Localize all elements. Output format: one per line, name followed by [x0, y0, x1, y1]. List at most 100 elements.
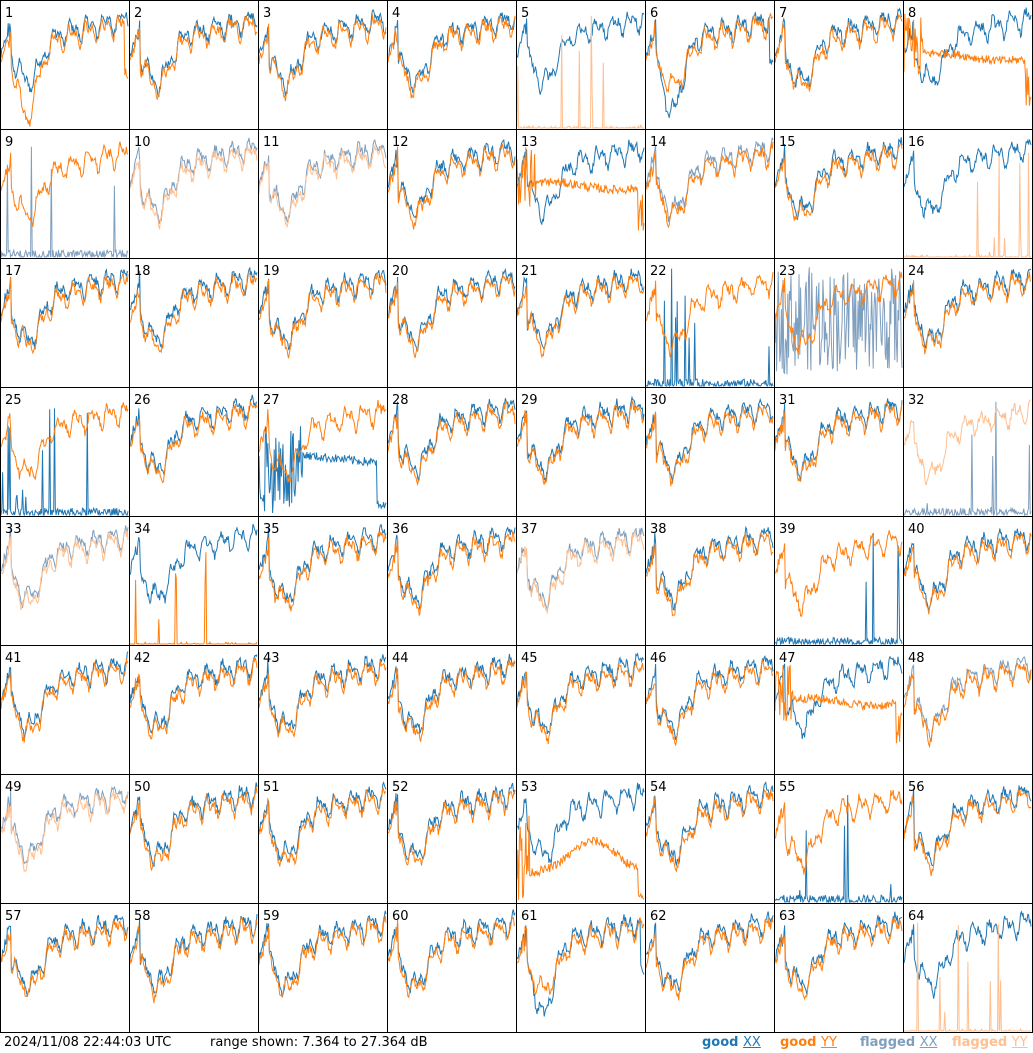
xx-series: [516, 395, 645, 483]
yy-series: [645, 271, 774, 358]
xx-series: [387, 526, 516, 612]
panel-37: 37: [516, 516, 646, 646]
legend-pol: XX: [743, 1035, 761, 1050]
panel-62: 62: [645, 903, 775, 1033]
panel-50: 50: [129, 774, 259, 904]
xx-series: [0, 268, 129, 348]
panel-52: 52: [387, 774, 517, 904]
xx-series: [516, 11, 645, 95]
panel-22: 22: [645, 258, 775, 388]
xx-series: [387, 12, 516, 94]
panel-label: 14: [650, 135, 667, 150]
panel-11: 11: [258, 129, 388, 259]
panel-label: 34: [134, 522, 151, 537]
panel-59: 59: [258, 903, 388, 1033]
xx-series: [774, 532, 903, 646]
yy-series: [387, 531, 516, 617]
panel-label: 25: [5, 393, 22, 408]
panel-label: 7: [779, 6, 787, 21]
legend-flagged-yy: flagged YY: [952, 1033, 1028, 1053]
yy-series: [129, 916, 258, 1004]
panel-label: 31: [779, 393, 796, 408]
panel-label: 16: [908, 135, 925, 150]
panel-label: 33: [5, 522, 22, 537]
panel-26: 26: [129, 387, 259, 517]
panel-27: 27: [258, 387, 388, 517]
panel-34: 34: [129, 516, 259, 646]
timestamp: 2024/11/08 22:44:03 UTC: [4, 1035, 172, 1050]
yy-series: [129, 786, 258, 872]
legend-word: flagged: [860, 1035, 916, 1050]
yy-series: [903, 789, 1032, 876]
panel-44: 44: [387, 645, 517, 775]
panel-label: 12: [392, 135, 409, 150]
yy-series: [516, 15, 644, 130]
panel-16: 16: [903, 129, 1033, 259]
panel-label: 41: [5, 651, 22, 666]
panel-30: 30: [645, 387, 775, 517]
yy-series: [904, 152, 1031, 259]
yy-series: [516, 275, 645, 359]
xx-series: [387, 653, 516, 734]
panel-label: 61: [521, 909, 538, 924]
yy-series: [903, 532, 1032, 615]
panel-label: 58: [134, 909, 151, 924]
panel-label: 19: [263, 264, 280, 279]
panel-58: 58: [129, 903, 259, 1033]
panel-61: 61: [516, 903, 646, 1033]
yy-series: [774, 664, 903, 744]
yy-series: [774, 789, 903, 875]
panel-label: 26: [134, 393, 151, 408]
yy-series: [774, 530, 903, 618]
panel-label: 32: [908, 393, 925, 408]
yy-series: [387, 142, 516, 230]
panel-57: 57: [0, 903, 130, 1033]
xx-series: [903, 7, 1032, 86]
panel-40: 40: [903, 516, 1033, 646]
xx-series: [645, 12, 774, 118]
panel-label: 57: [5, 909, 22, 924]
panel-label: 10: [134, 135, 151, 150]
legend-good-xx: good XX: [702, 1033, 761, 1053]
xx-series: [129, 266, 258, 349]
xx-series: [129, 11, 258, 98]
panel-label: 17: [5, 264, 22, 279]
xx-series: [387, 268, 516, 353]
xx-series: [0, 146, 129, 259]
panel-4: 4: [387, 0, 517, 130]
yy-series: [516, 147, 645, 231]
panel-label: 15: [779, 135, 796, 150]
panel-label: 62: [650, 909, 667, 924]
panel-54: 54: [645, 774, 775, 904]
panel-label: 55: [779, 780, 796, 795]
yy-series: [258, 915, 387, 998]
yy-series: [129, 657, 258, 740]
yy-series: [516, 815, 645, 900]
panel-label: 21: [521, 264, 538, 279]
yy-series: [774, 272, 903, 355]
yy-series: [258, 14, 387, 102]
yy-series: [645, 917, 774, 1001]
yy-series: [645, 13, 774, 94]
panel-10: 10: [129, 129, 259, 259]
yy-series: [645, 531, 774, 617]
panel-label: 37: [521, 522, 538, 537]
yy-series: [645, 141, 774, 229]
xx-series: [258, 138, 387, 223]
xx-series: [774, 655, 903, 739]
panel-label: 28: [392, 393, 409, 408]
panel-21: 21: [516, 258, 646, 388]
yy-series: [645, 658, 774, 747]
yy-series: [258, 660, 387, 738]
panel-label: 64: [908, 909, 925, 924]
panel-14: 14: [645, 129, 775, 259]
yy-series: [387, 273, 516, 358]
yy-series: [129, 401, 258, 484]
xx-series: [258, 9, 387, 97]
xx-series: [0, 651, 129, 739]
yy-series: [516, 660, 645, 745]
xx-series: [258, 654, 387, 734]
yy-series: [129, 145, 258, 230]
panel-label: 36: [392, 522, 409, 537]
panel-63: 63: [774, 903, 904, 1033]
